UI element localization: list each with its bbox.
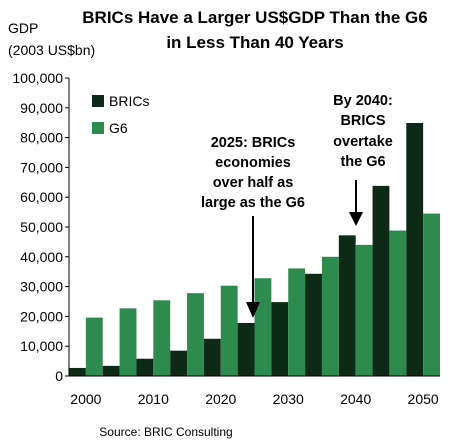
bars [69,123,440,376]
annotation-2040-line-4: the G6 [340,154,385,170]
bar-g6-2030 [288,268,306,376]
bar-brics-2000 [69,367,86,376]
y-tick-label: 60,000 [20,189,63,205]
y-axis-label-line-2: (2003 US$bn) [8,42,95,58]
bar-brics-2035 [305,273,322,376]
legend-swatch-g6 [92,122,104,134]
annotation-2040-line-2: BRICS [340,113,385,129]
bar-brics-2015 [170,350,188,376]
bar-brics-2025 [237,322,255,376]
annotation-2025-line-4: large as the G6 [201,195,305,211]
x-tick-label: 2050 [408,391,439,407]
annotation-2025: 2025: BRICs economies over half as large… [201,135,305,318]
bar-g6-2020 [220,285,238,376]
bar-g6-2010 [153,300,171,376]
y-tick-label: 50,000 [20,219,63,235]
legend: BRICs G6 [92,93,149,136]
x-tick-label: 2030 [273,391,304,407]
x-tick-label: 2020 [205,391,236,407]
x-tick-label: 2010 [138,391,169,407]
x-axis-ticks: 2000 2010 2020 2030 2040 2050 [70,391,439,407]
bar-g6-2045 [389,230,407,376]
bar-brics-2005 [102,365,120,376]
x-tick-label: 2040 [340,391,371,407]
bar-brics-2045 [372,185,390,376]
annotation-2025-line-2: economies [215,155,291,171]
y-tick-label: 0 [55,368,63,384]
annotation-2025-arrow-head [246,302,260,318]
y-tick-label: 80,000 [20,130,63,146]
bar-g6-2025 [254,278,272,376]
chart-title-line-1: BRICs Have a Larger US$GDP Than the G6 [82,8,427,27]
x-tick-label: 2000 [70,391,101,407]
annotation-2040-arrow-head [349,212,363,226]
y-tick-label: 30,000 [20,279,63,295]
bar-brics-2010 [136,358,154,376]
legend-swatch-brics [92,95,104,107]
bar-g6-2050 [423,213,440,376]
y-axis-label-line-1: GDP [8,20,38,36]
bar-g6-2000 [85,317,103,376]
bar-g6-2005 [119,308,137,376]
bar-g6-2040 [355,244,373,376]
annotation-2025-line-3: over half as [213,175,294,191]
y-tick-label: 20,000 [20,308,63,324]
legend-label-g6: G6 [109,120,128,136]
source-note: Source: BRIC Consulting [99,425,232,439]
bar-brics-2050 [406,123,424,376]
y-tick-label: 100,000 [12,70,63,86]
bar-brics-2030 [271,302,289,376]
y-tick-label: 40,000 [20,249,63,265]
annotation-2025-line-1: 2025: BRICs [211,135,296,151]
chart-title-line-2: in Less Than 40 Years [166,33,343,52]
bar-brics-2020 [203,338,221,376]
legend-label-brics: BRICs [109,93,149,109]
y-tick-label: 10,000 [20,338,63,354]
bar-g6-2015 [187,293,204,376]
y-tick-label: 70,000 [20,159,63,175]
bar-g6-2035 [321,256,339,376]
y-tick-label: 90,000 [20,100,63,116]
annotation-2040-line-3: overtake [333,134,393,150]
bar-brics-2040 [338,235,356,376]
y-axis-ticks: 0 10,000 20,000 30,000 40,000 50,000 60,000 70,… [12,70,69,384]
annotation-2040-line-1: By 2040: [333,93,393,109]
annotation-2040: By 2040: BRICS overtake the G6 [333,93,393,226]
